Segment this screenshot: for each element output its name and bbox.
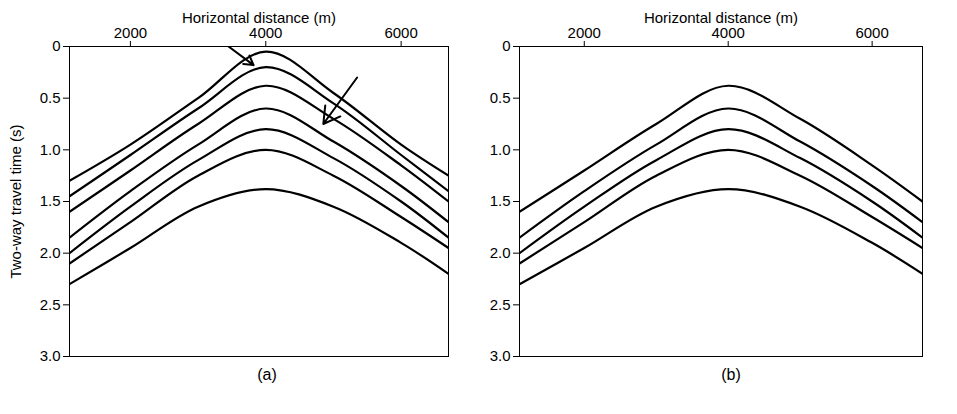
svg-text:4000: 4000 <box>711 23 745 41</box>
svg-text:6000: 6000 <box>384 24 417 41</box>
svg-text:0: 0 <box>502 37 510 54</box>
html-text:(b): (b) <box>721 366 741 383</box>
svg-text:4000: 4000 <box>249 23 283 41</box>
svg-text:1.5: 1.5 <box>40 192 61 209</box>
svg-text:1.5: 1.5 <box>490 192 511 209</box>
svg-text:2.0: 2.0 <box>490 244 511 261</box>
svg-text:Horizontal distance (m): Horizontal distance (m) <box>182 9 336 26</box>
svg-text:Horizontal distance (m): Horizontal distance (m) <box>644 9 798 26</box>
svg-text:2.5: 2.5 <box>40 296 61 313</box>
svg-text:1.0: 1.0 <box>490 141 511 158</box>
svg-text:2000: 2000 <box>114 24 147 41</box>
svg-text:2.5: 2.5 <box>490 296 511 313</box>
svg-text:Two-way travel time (s): Two-way travel time (s) <box>7 124 24 278</box>
svg-text:0.5: 0.5 <box>40 89 61 106</box>
svg-text:6000: 6000 <box>855 24 888 41</box>
svg-text:0.5: 0.5 <box>490 89 511 106</box>
svg-text:3.0: 3.0 <box>40 347 61 364</box>
svg-text:0: 0 <box>52 37 60 54</box>
html-text:(a): (a) <box>257 366 277 383</box>
svg-text:1.0: 1.0 <box>40 141 61 158</box>
svg-text:2.0: 2.0 <box>40 244 61 261</box>
svg-text:2000: 2000 <box>568 24 601 41</box>
svg-text:3.0: 3.0 <box>490 347 511 364</box>
